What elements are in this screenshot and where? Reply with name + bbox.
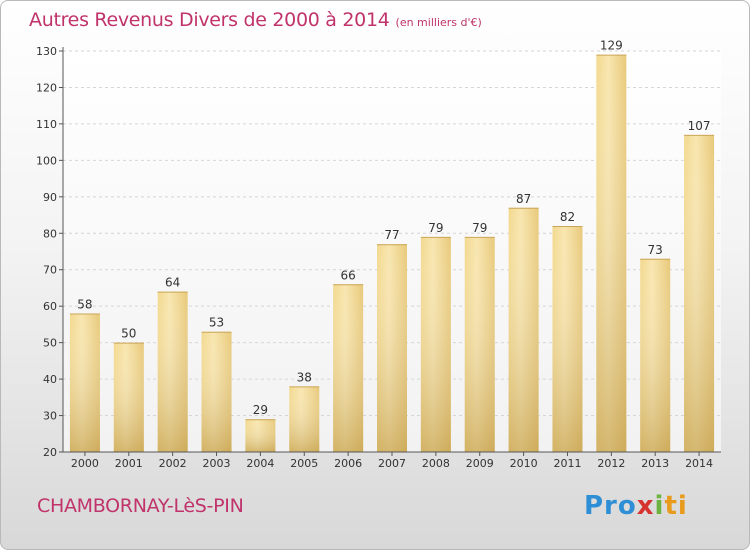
y-tick-label: 20 [43, 446, 57, 459]
bar-shade [113, 342, 144, 452]
bar-value-label: 87 [516, 192, 531, 206]
logo-part-2: x [636, 491, 655, 521]
x-tick-label: 2004 [246, 457, 274, 470]
bar-value-label: 82 [560, 210, 575, 224]
chart-title-text: Autres Revenus Divers de 2000 à 2014 [29, 9, 390, 31]
bar-value-label: 64 [165, 276, 180, 290]
bar-shade [157, 291, 188, 452]
bar-value-label: 50 [121, 327, 136, 341]
x-tick-label: 2001 [115, 457, 143, 470]
bar-shade [508, 207, 539, 452]
bar-shade [245, 419, 276, 452]
bar-shade [69, 313, 100, 452]
y-tick-label: 70 [43, 264, 57, 277]
bar-value-label: 58 [77, 297, 92, 311]
x-tick-label: 2009 [466, 457, 494, 470]
x-tick-label: 2012 [597, 457, 625, 470]
x-tick-label: 2010 [510, 457, 538, 470]
bar-shade [552, 225, 583, 452]
y-tick-label: 50 [43, 337, 57, 350]
bar-value-label: 79 [428, 221, 443, 235]
x-tick-label: 2005 [290, 457, 318, 470]
bar-shade [377, 244, 407, 452]
y-tick-label: 110 [36, 118, 57, 131]
x-tick-label: 2008 [422, 457, 450, 470]
chart-title: Autres Revenus Divers de 2000 à 2014 (en … [29, 9, 482, 31]
logo-part-1: Pro [584, 491, 637, 521]
y-tick-label: 30 [43, 410, 57, 423]
bar-shade [333, 284, 364, 452]
y-tick-label: 80 [43, 227, 57, 240]
y-tick-label: 60 [43, 300, 57, 313]
x-tick-label: 2007 [378, 457, 406, 470]
bar-value-label: 53 [209, 316, 224, 330]
bar-value-label: 73 [648, 243, 663, 257]
bar-shade [464, 236, 495, 452]
logo-part-4: ti [664, 491, 688, 521]
place-name: CHAMBORNAY-LèS-PIN [37, 495, 244, 517]
y-tick-label: 120 [36, 81, 57, 94]
bar-value-label: 79 [472, 221, 487, 235]
proxiti-logo[interactable]: Proxiti [584, 491, 688, 521]
bar-value-label: 107 [688, 119, 711, 133]
y-tick-label: 90 [43, 191, 57, 204]
x-tick-label: 2013 [641, 457, 669, 470]
bar-value-label: 38 [297, 370, 312, 384]
bar-value-label: 129 [600, 39, 623, 53]
bar-value-label: 29 [253, 403, 268, 417]
x-tick-label: 2011 [553, 457, 581, 470]
y-tick-label: 40 [43, 373, 57, 386]
bar-shade [289, 386, 320, 452]
y-tick-label: 100 [36, 154, 57, 167]
bar-shade [596, 54, 627, 453]
bar-value-label: 66 [340, 268, 355, 282]
bar-shade [684, 134, 715, 452]
x-tick-label: 2014 [685, 457, 713, 470]
bar-shade [201, 331, 232, 452]
bar-value-label: 77 [384, 228, 399, 242]
chart-subtitle: (en milliers d'€) [395, 16, 482, 29]
logo-part-3: i [654, 491, 665, 521]
x-tick-label: 2002 [159, 457, 187, 470]
y-tick-label: 130 [36, 45, 57, 58]
x-tick-label: 2006 [334, 457, 362, 470]
bar-shade [420, 236, 451, 452]
bar-shade [640, 258, 671, 452]
x-tick-label: 2000 [71, 457, 99, 470]
x-tick-label: 2003 [203, 457, 231, 470]
